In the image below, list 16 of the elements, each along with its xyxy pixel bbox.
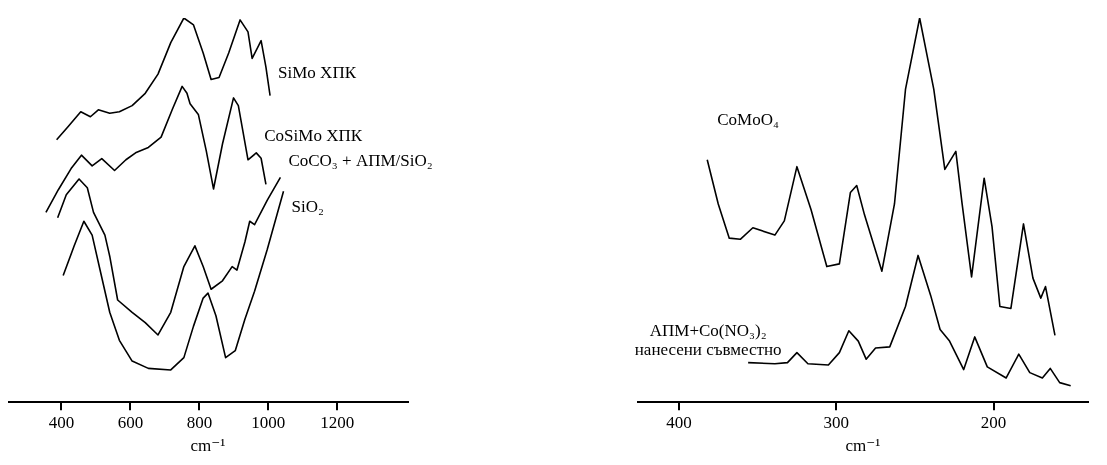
- x-axis-title: cm⁻¹: [845, 436, 881, 456]
- x-tick-label: 400: [666, 412, 692, 432]
- x-tick-label: 300: [823, 412, 849, 432]
- series-label: CoSiMo ХПК: [264, 126, 363, 146]
- series-label: SiMo ХПК: [278, 63, 357, 83]
- series-label: АПМ+Co(NO₃)₂ нанесени съвместно: [634, 320, 782, 359]
- x-tick-label: 1000: [251, 412, 286, 432]
- x-tick-label: 200: [980, 412, 1007, 432]
- series-label: SiO₂: [291, 196, 324, 216]
- series-label: CoCO₃ + АПМ/SiO₂: [288, 150, 433, 170]
- x-tick-label: 800: [186, 412, 213, 432]
- x-axis-title: cm⁻¹: [190, 436, 226, 456]
- x-tick-label: 600: [117, 412, 144, 432]
- series-label: CoMoO₄: [717, 109, 779, 129]
- x-tick-label: 400: [48, 412, 75, 432]
- x-tick-label: 1200: [320, 412, 355, 432]
